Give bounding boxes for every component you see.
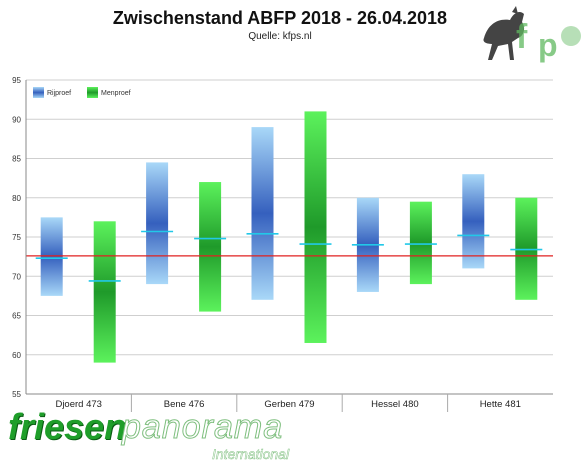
legend-swatch-rijproef [33, 87, 44, 98]
chart-title: Zwischenstand ABFP 2018 - 26.04.2018 [112, 8, 448, 28]
y-tick-label: 90 [12, 115, 21, 124]
watermark-brand2: panorama [121, 408, 284, 447]
range-bar-menproef-1 [199, 182, 222, 312]
watermark-brand: friesen [8, 406, 127, 447]
svg-text:p: p [538, 27, 558, 63]
range-bar-menproef-0 [93, 221, 116, 363]
y-tick-label: 60 [12, 351, 21, 360]
svg-text:f: f [516, 18, 528, 56]
x-category-label: Gerben 479 [264, 399, 314, 410]
range-bar-menproef-3 [409, 201, 432, 285]
legend-swatch-menproef [87, 87, 98, 98]
kfps-logo-horse-icon: f p [483, 6, 581, 63]
legend-label-menproef: Menproef [101, 90, 131, 97]
x-category-label: Hessel 480 [371, 399, 419, 410]
y-tick-label: 95 [12, 76, 21, 85]
y-tick-label: 80 [12, 194, 21, 203]
y-tick-label: 65 [12, 312, 21, 321]
range-bar-rijproef-1 [146, 162, 169, 285]
y-tick-label: 70 [12, 272, 21, 281]
friesenpanorama-watermark: friesen panorama International [0, 404, 310, 467]
y-tick-label: 85 [12, 155, 21, 164]
range-bar-rijproef-2 [251, 127, 274, 300]
y-tick-label: 55 [12, 390, 21, 399]
legend-label-rijproef: Rijproef [47, 90, 71, 97]
x-category-label: Hette 481 [480, 399, 521, 410]
x-category-label: Djoerd 473 [55, 399, 101, 410]
y-tick-label: 75 [12, 233, 21, 242]
chart-subtitle: Quelle: kfps.nl [248, 31, 312, 42]
watermark-sub: International [212, 446, 290, 463]
range-bar-menproef-2 [304, 111, 327, 343]
range-bar-rijproef-4 [462, 174, 485, 269]
range-bar-rijproef-0 [40, 217, 63, 296]
x-category-label: Bene 476 [164, 399, 205, 410]
